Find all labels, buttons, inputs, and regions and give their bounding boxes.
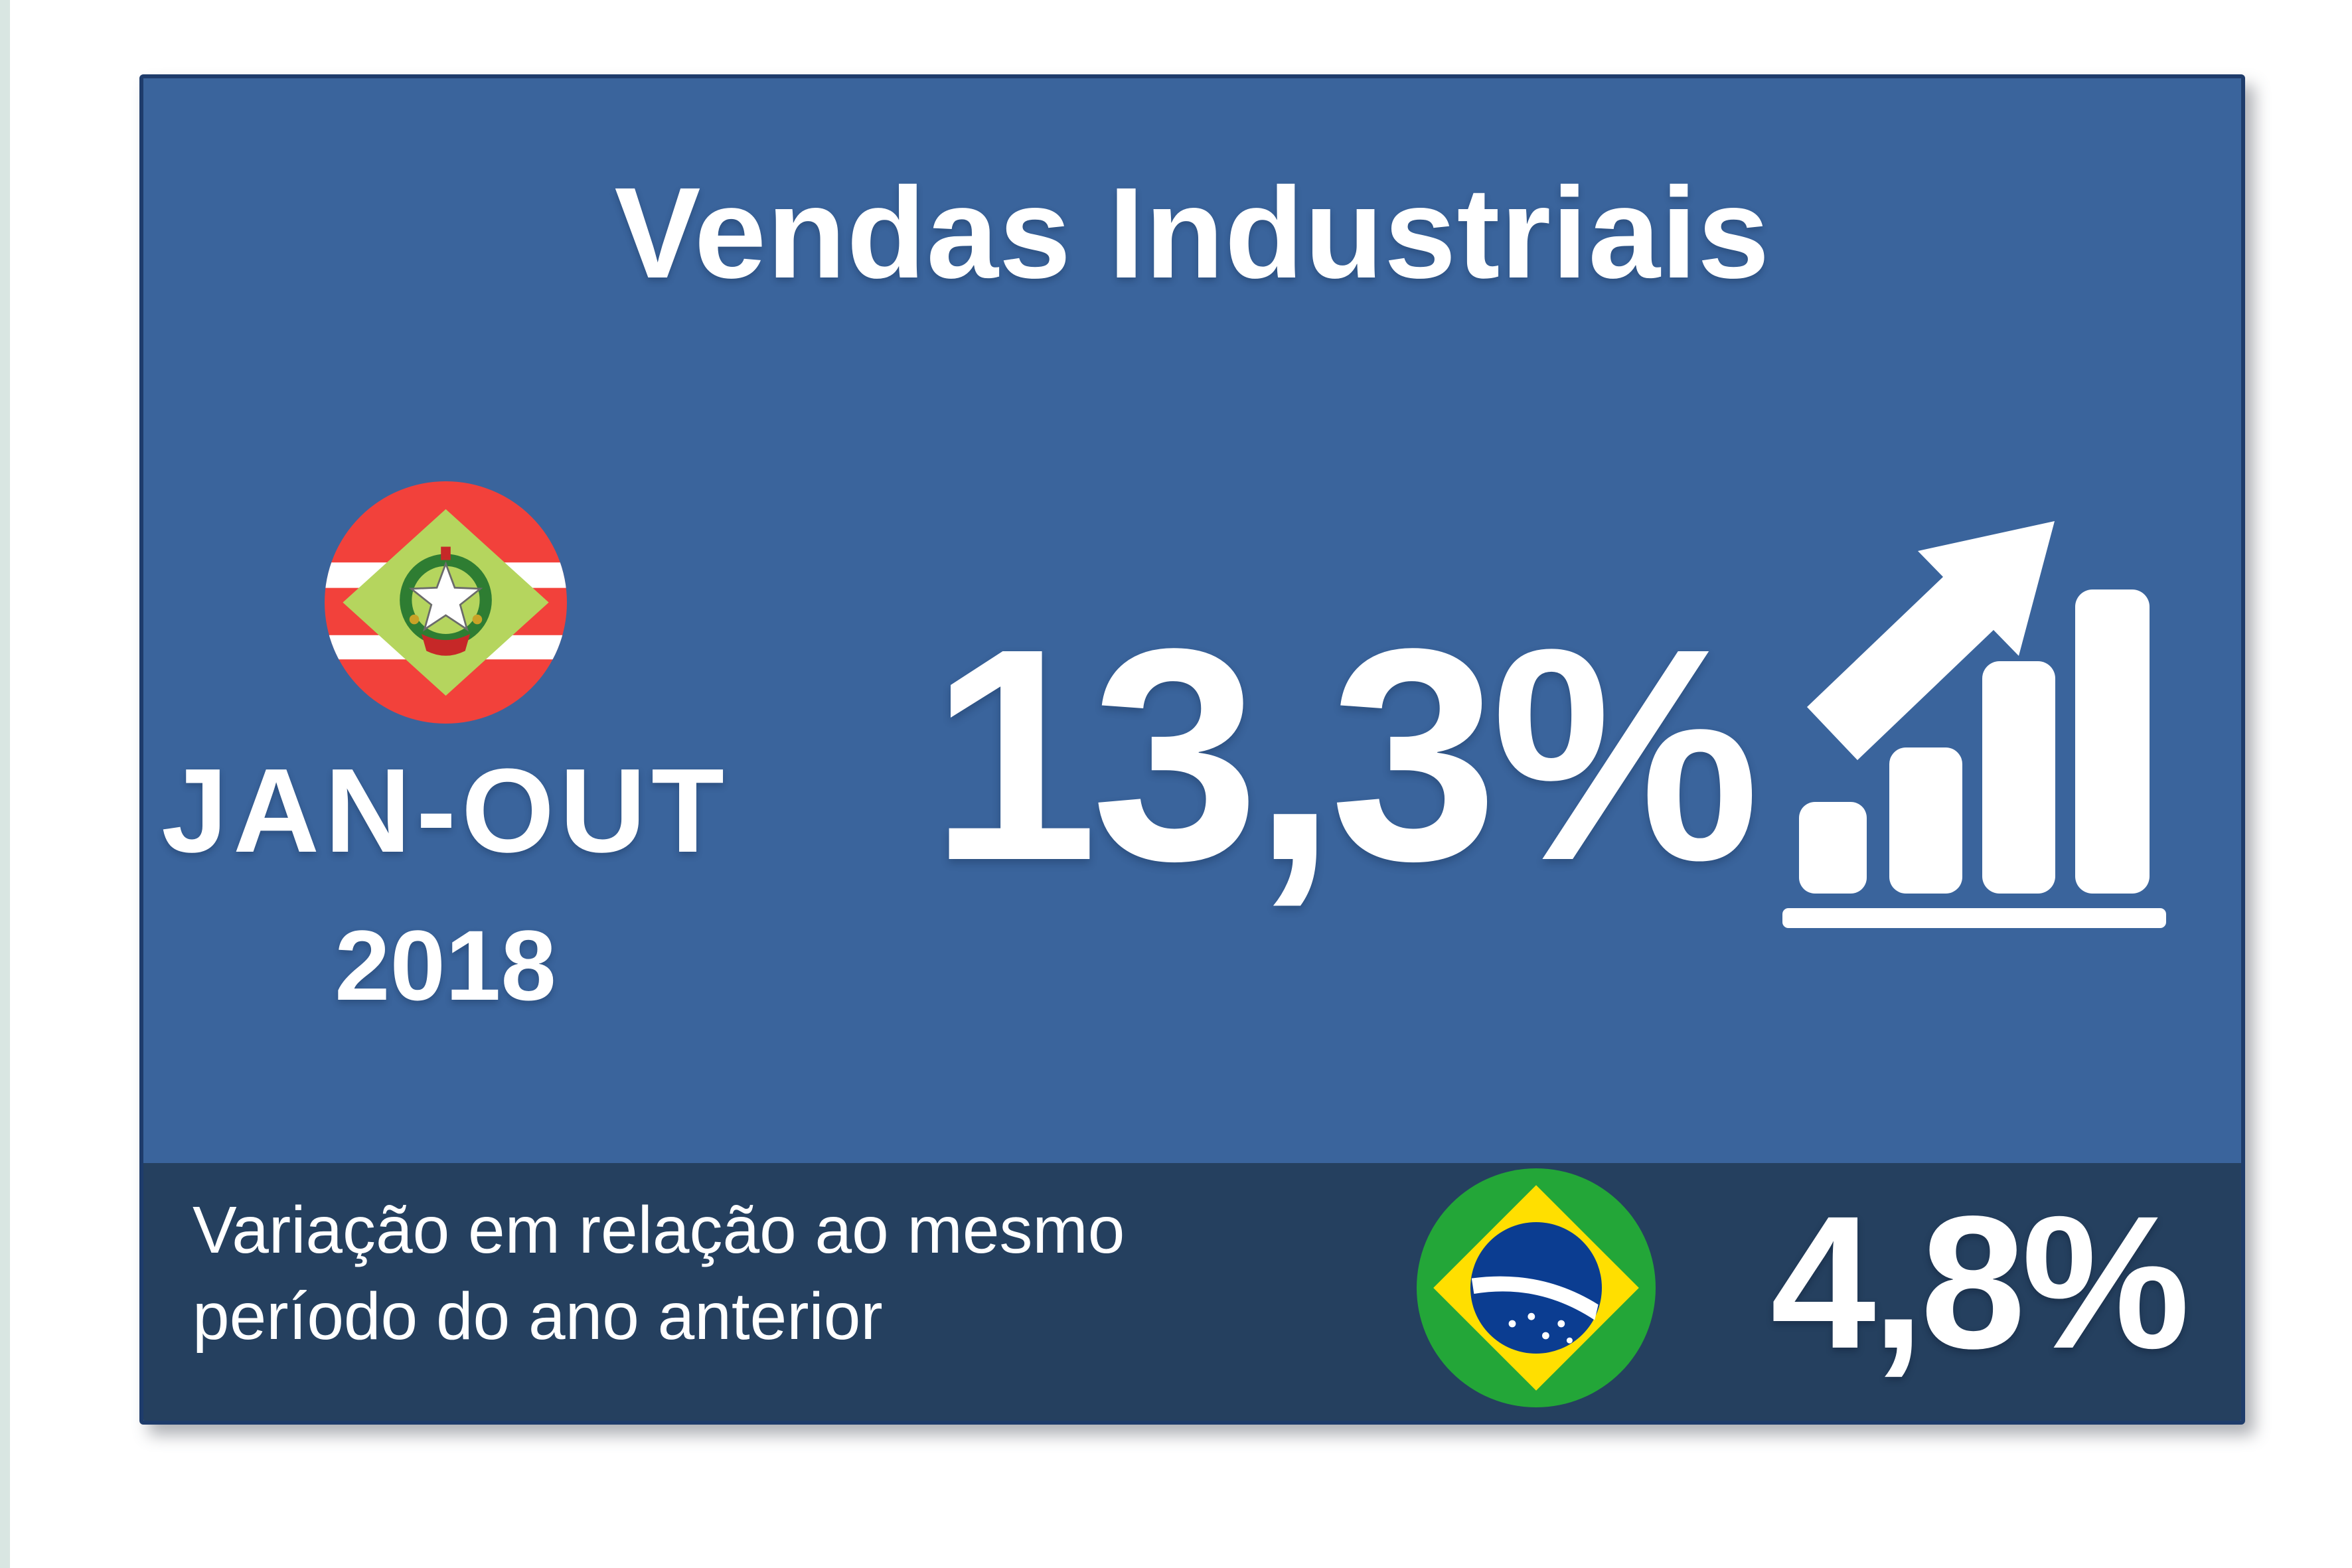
chart-bar-3 <box>1982 661 2055 894</box>
sc-flag-star <box>408 561 483 632</box>
footer-note-line2: período do ano anterior <box>193 1279 883 1354</box>
br-flag-star <box>1508 1320 1516 1328</box>
card-title: Vendas Industriais <box>614 161 1770 305</box>
footer-note-line1: Variação em relação ao mesmo <box>193 1193 1125 1267</box>
chart-bar-4 <box>2075 589 2150 894</box>
footer-note: Variação em relação ao mesmo período do … <box>193 1187 1125 1360</box>
period-label: JAN-OUT <box>161 744 730 878</box>
sc-flag-crest-top <box>441 546 451 560</box>
sc-flag-coat-of-arms <box>400 546 492 656</box>
br-flag-star <box>1542 1332 1549 1340</box>
sc-flag-gold-right <box>472 614 483 625</box>
brazil-flag-graphic <box>1417 1168 1656 1407</box>
santa-catarina-flag-graphic <box>325 481 567 724</box>
br-flag-star <box>1557 1320 1565 1328</box>
kpi-card-vendas-industriais: Vendas Industriais <box>139 74 2245 1425</box>
left-edge-strip <box>0 0 10 1568</box>
card-main-area: Vendas Industriais <box>143 78 2241 1163</box>
brazil-flag-icon <box>1417 1168 1656 1407</box>
state-growth-value: 13,3% <box>929 586 1760 923</box>
year-label: 2018 <box>335 909 556 1021</box>
br-flag-banner <box>1471 1276 1599 1320</box>
bar-chart-growth-icon <box>1772 505 2171 943</box>
sc-flag-gold-left <box>409 614 420 625</box>
growth-arrow-icon <box>1807 521 2055 760</box>
sc-flag-ribbon <box>422 633 470 656</box>
period-block: JAN-OUT 2018 <box>143 78 747 1163</box>
chart-baseline <box>1782 908 2166 928</box>
br-flag-star <box>1566 1337 1573 1344</box>
brazil-growth-value: 4,8% <box>1770 1177 2190 1388</box>
card-footer: Variação em relação ao mesmo período do … <box>143 1163 2241 1421</box>
br-flag-star <box>1528 1312 1535 1320</box>
chart-bar-2 <box>1889 747 1962 894</box>
santa-catarina-flag-icon <box>325 481 567 724</box>
bar-chart-growth-graphic <box>1782 521 2166 928</box>
chart-bar-1 <box>1799 802 1867 894</box>
